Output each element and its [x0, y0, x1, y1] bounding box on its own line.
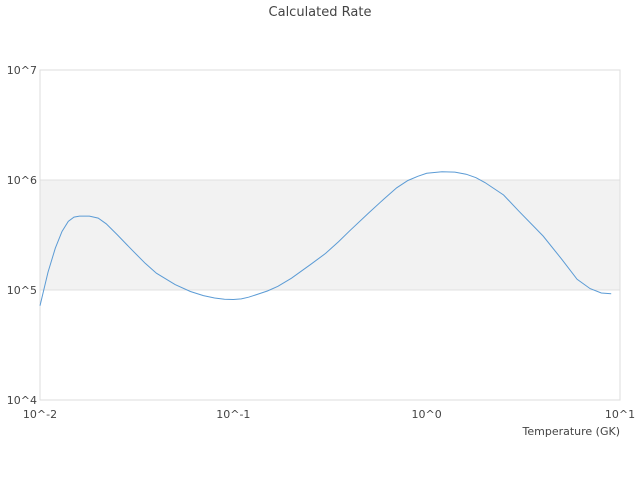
y-tick-label: 10^7: [7, 64, 37, 77]
y-axis: 10^4 10^5 10^6 10^7: [7, 64, 37, 407]
data-point: [78, 215, 81, 218]
data-point: [600, 292, 603, 295]
data-point: [441, 170, 444, 173]
data-point: [54, 247, 57, 250]
data-point: [115, 233, 118, 236]
x-tick-label: 10^-2: [23, 408, 57, 421]
data-point: [266, 290, 269, 293]
plot-area: [39, 69, 621, 401]
data-point: [406, 179, 409, 182]
x-axis: 10^-2 10^-1 10^0 10^1: [23, 408, 635, 421]
data-point: [276, 285, 279, 288]
data-point: [223, 298, 226, 301]
data-point: [337, 240, 340, 243]
data-point: [416, 175, 419, 178]
x-tick-label: 10^1: [605, 408, 635, 421]
data-point: [425, 172, 428, 175]
data-point: [97, 217, 100, 220]
data-point: [465, 173, 468, 176]
data-point: [47, 271, 50, 274]
data-point: [61, 230, 64, 233]
data-point: [254, 294, 257, 297]
data-point: [367, 212, 370, 215]
data-point: [395, 186, 398, 189]
plot-band: [40, 180, 620, 290]
data-point: [240, 297, 243, 300]
data-point: [348, 229, 351, 232]
chart-title: Calculated Rate: [269, 5, 372, 20]
data-point: [560, 258, 563, 261]
y-tick-label: 10^5: [7, 284, 37, 297]
data-point: [131, 249, 134, 252]
plot-bands: [40, 179, 620, 291]
y-tick-label: 10^6: [7, 174, 37, 187]
data-point: [73, 216, 76, 219]
x-tick-label: 10^-1: [216, 408, 250, 421]
data-point: [502, 194, 505, 197]
data-point: [576, 278, 579, 281]
data-point: [213, 297, 216, 300]
data-point: [39, 304, 42, 307]
data-point: [247, 296, 250, 299]
data-point: [324, 252, 327, 255]
data-point: [309, 263, 312, 266]
rate-series-line: [39, 171, 612, 306]
data-point: [232, 298, 235, 301]
data-point: [517, 210, 520, 213]
x-tick-label: 10^0: [412, 408, 442, 421]
data-point: [290, 277, 293, 280]
data-point: [202, 294, 205, 297]
data-point: [542, 235, 545, 238]
data-point: [475, 176, 478, 179]
data-point: [382, 198, 385, 201]
y-tick-label: 10^4: [7, 394, 37, 407]
data-point: [589, 287, 592, 290]
data-point: [88, 215, 91, 218]
x-axis-title: Temperature (GK): [522, 425, 621, 438]
data-point: [144, 262, 147, 265]
data-point: [610, 292, 613, 295]
data-point: [453, 171, 456, 174]
data-point: [105, 222, 108, 225]
data-point: [174, 283, 177, 286]
data-point: [483, 181, 486, 184]
data-point: [155, 272, 158, 275]
data-point: [67, 220, 70, 223]
data-point: [189, 290, 192, 293]
